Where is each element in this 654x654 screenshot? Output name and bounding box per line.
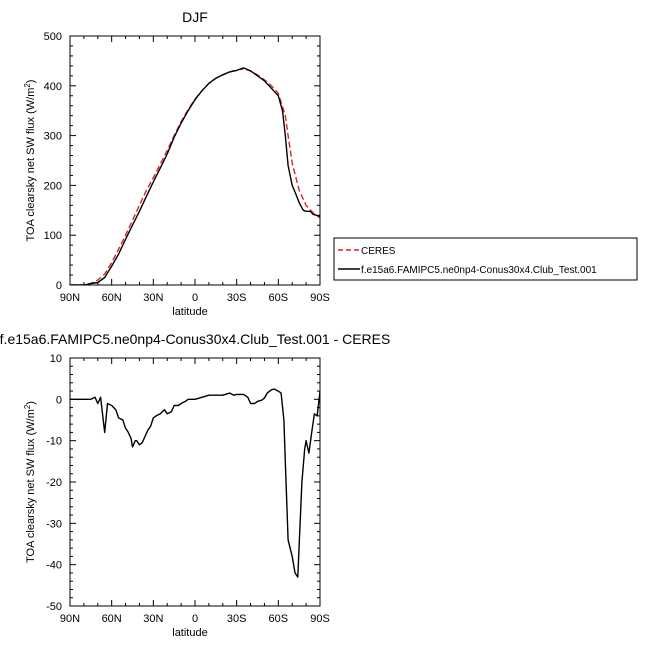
chart-title: DJF bbox=[182, 9, 208, 25]
panel-1: DJF 90N 60N 30N 0 30S 60S 90S 0 100 200 300 400 500 la… bbox=[23, 9, 638, 318]
y-tick-label: 0 bbox=[56, 394, 62, 406]
x-tick-label: 90S bbox=[310, 292, 330, 304]
x-tick-label: 30S bbox=[227, 292, 247, 304]
x-axis-label: latitude bbox=[172, 306, 207, 318]
legend: CERES f.e15a6.FAMIPC5.ne0np4-Conus30x4.Cl… bbox=[333, 237, 638, 281]
y-axis-label-main: TOA clearsky net SW flux (W/m bbox=[25, 409, 37, 563]
x-tick-label: 30N bbox=[143, 292, 163, 304]
y-tick-label: -40 bbox=[46, 560, 62, 572]
y-tick-label: 200 bbox=[44, 180, 62, 192]
y-tick-label: 100 bbox=[44, 230, 62, 242]
y-axis-label: TOA clearsky net SW flux (W/m2) bbox=[23, 80, 37, 242]
y-axis-label-close: ) bbox=[25, 401, 37, 405]
x-tick-label: 90S bbox=[310, 613, 330, 625]
y-tick-label: -50 bbox=[46, 601, 62, 613]
x-axis-label: latitude bbox=[172, 627, 207, 639]
y-tick-label: 0 bbox=[56, 280, 62, 292]
y-axis-label-main: TOA clearsky net SW flux (W/m bbox=[25, 88, 37, 242]
x-tick-label: 0 bbox=[192, 292, 198, 304]
x-tick-label: 30S bbox=[227, 613, 247, 625]
x-tick-label: 60N bbox=[102, 292, 122, 304]
y-tick-label: 500 bbox=[44, 31, 62, 43]
y-axis-label-superscript: 2 bbox=[23, 83, 32, 88]
x-tick-label: 30N bbox=[143, 613, 163, 625]
series-line-model bbox=[70, 67, 320, 285]
y-tick-label: 400 bbox=[44, 81, 62, 93]
legend-label-ceres: CERES bbox=[361, 246, 396, 257]
x-tick-label: 90N bbox=[60, 292, 80, 304]
chart-title: f.e15a6.FAMIPC5.ne0np4-Conus30x4.Club_Te… bbox=[0, 331, 390, 347]
y-axis-label-close: ) bbox=[25, 80, 37, 84]
y-tick-label: -30 bbox=[46, 518, 62, 530]
legend-box bbox=[333, 237, 638, 281]
x-tick-label: 90N bbox=[60, 613, 80, 625]
x-tick-label: 60N bbox=[102, 613, 122, 625]
x-tick-label: 0 bbox=[192, 613, 198, 625]
x-tick-label: 60S bbox=[269, 613, 289, 625]
legend-label-model: f.e15a6.FAMIPC5.ne0np4-Conus30x4.Club_Te… bbox=[361, 265, 597, 276]
series-line-difference bbox=[70, 388, 320, 578]
y-tick-label: -10 bbox=[46, 436, 62, 448]
y-tick-label: 300 bbox=[44, 131, 62, 143]
series-line-ceres bbox=[70, 68, 320, 285]
plot-frame bbox=[69, 35, 321, 286]
plot-frame bbox=[69, 357, 321, 607]
y-axis-label-superscript: 2 bbox=[23, 404, 32, 409]
y-tick-label: 10 bbox=[50, 353, 62, 365]
x-tick-label: 60S bbox=[269, 292, 289, 304]
panel-2: f.e15a6.FAMIPC5.ne0np4-Conus30x4.Club_Te… bbox=[0, 331, 390, 639]
y-tick-label: -20 bbox=[46, 477, 62, 489]
y-axis-label: TOA clearsky net SW flux (W/m2) bbox=[23, 401, 37, 563]
